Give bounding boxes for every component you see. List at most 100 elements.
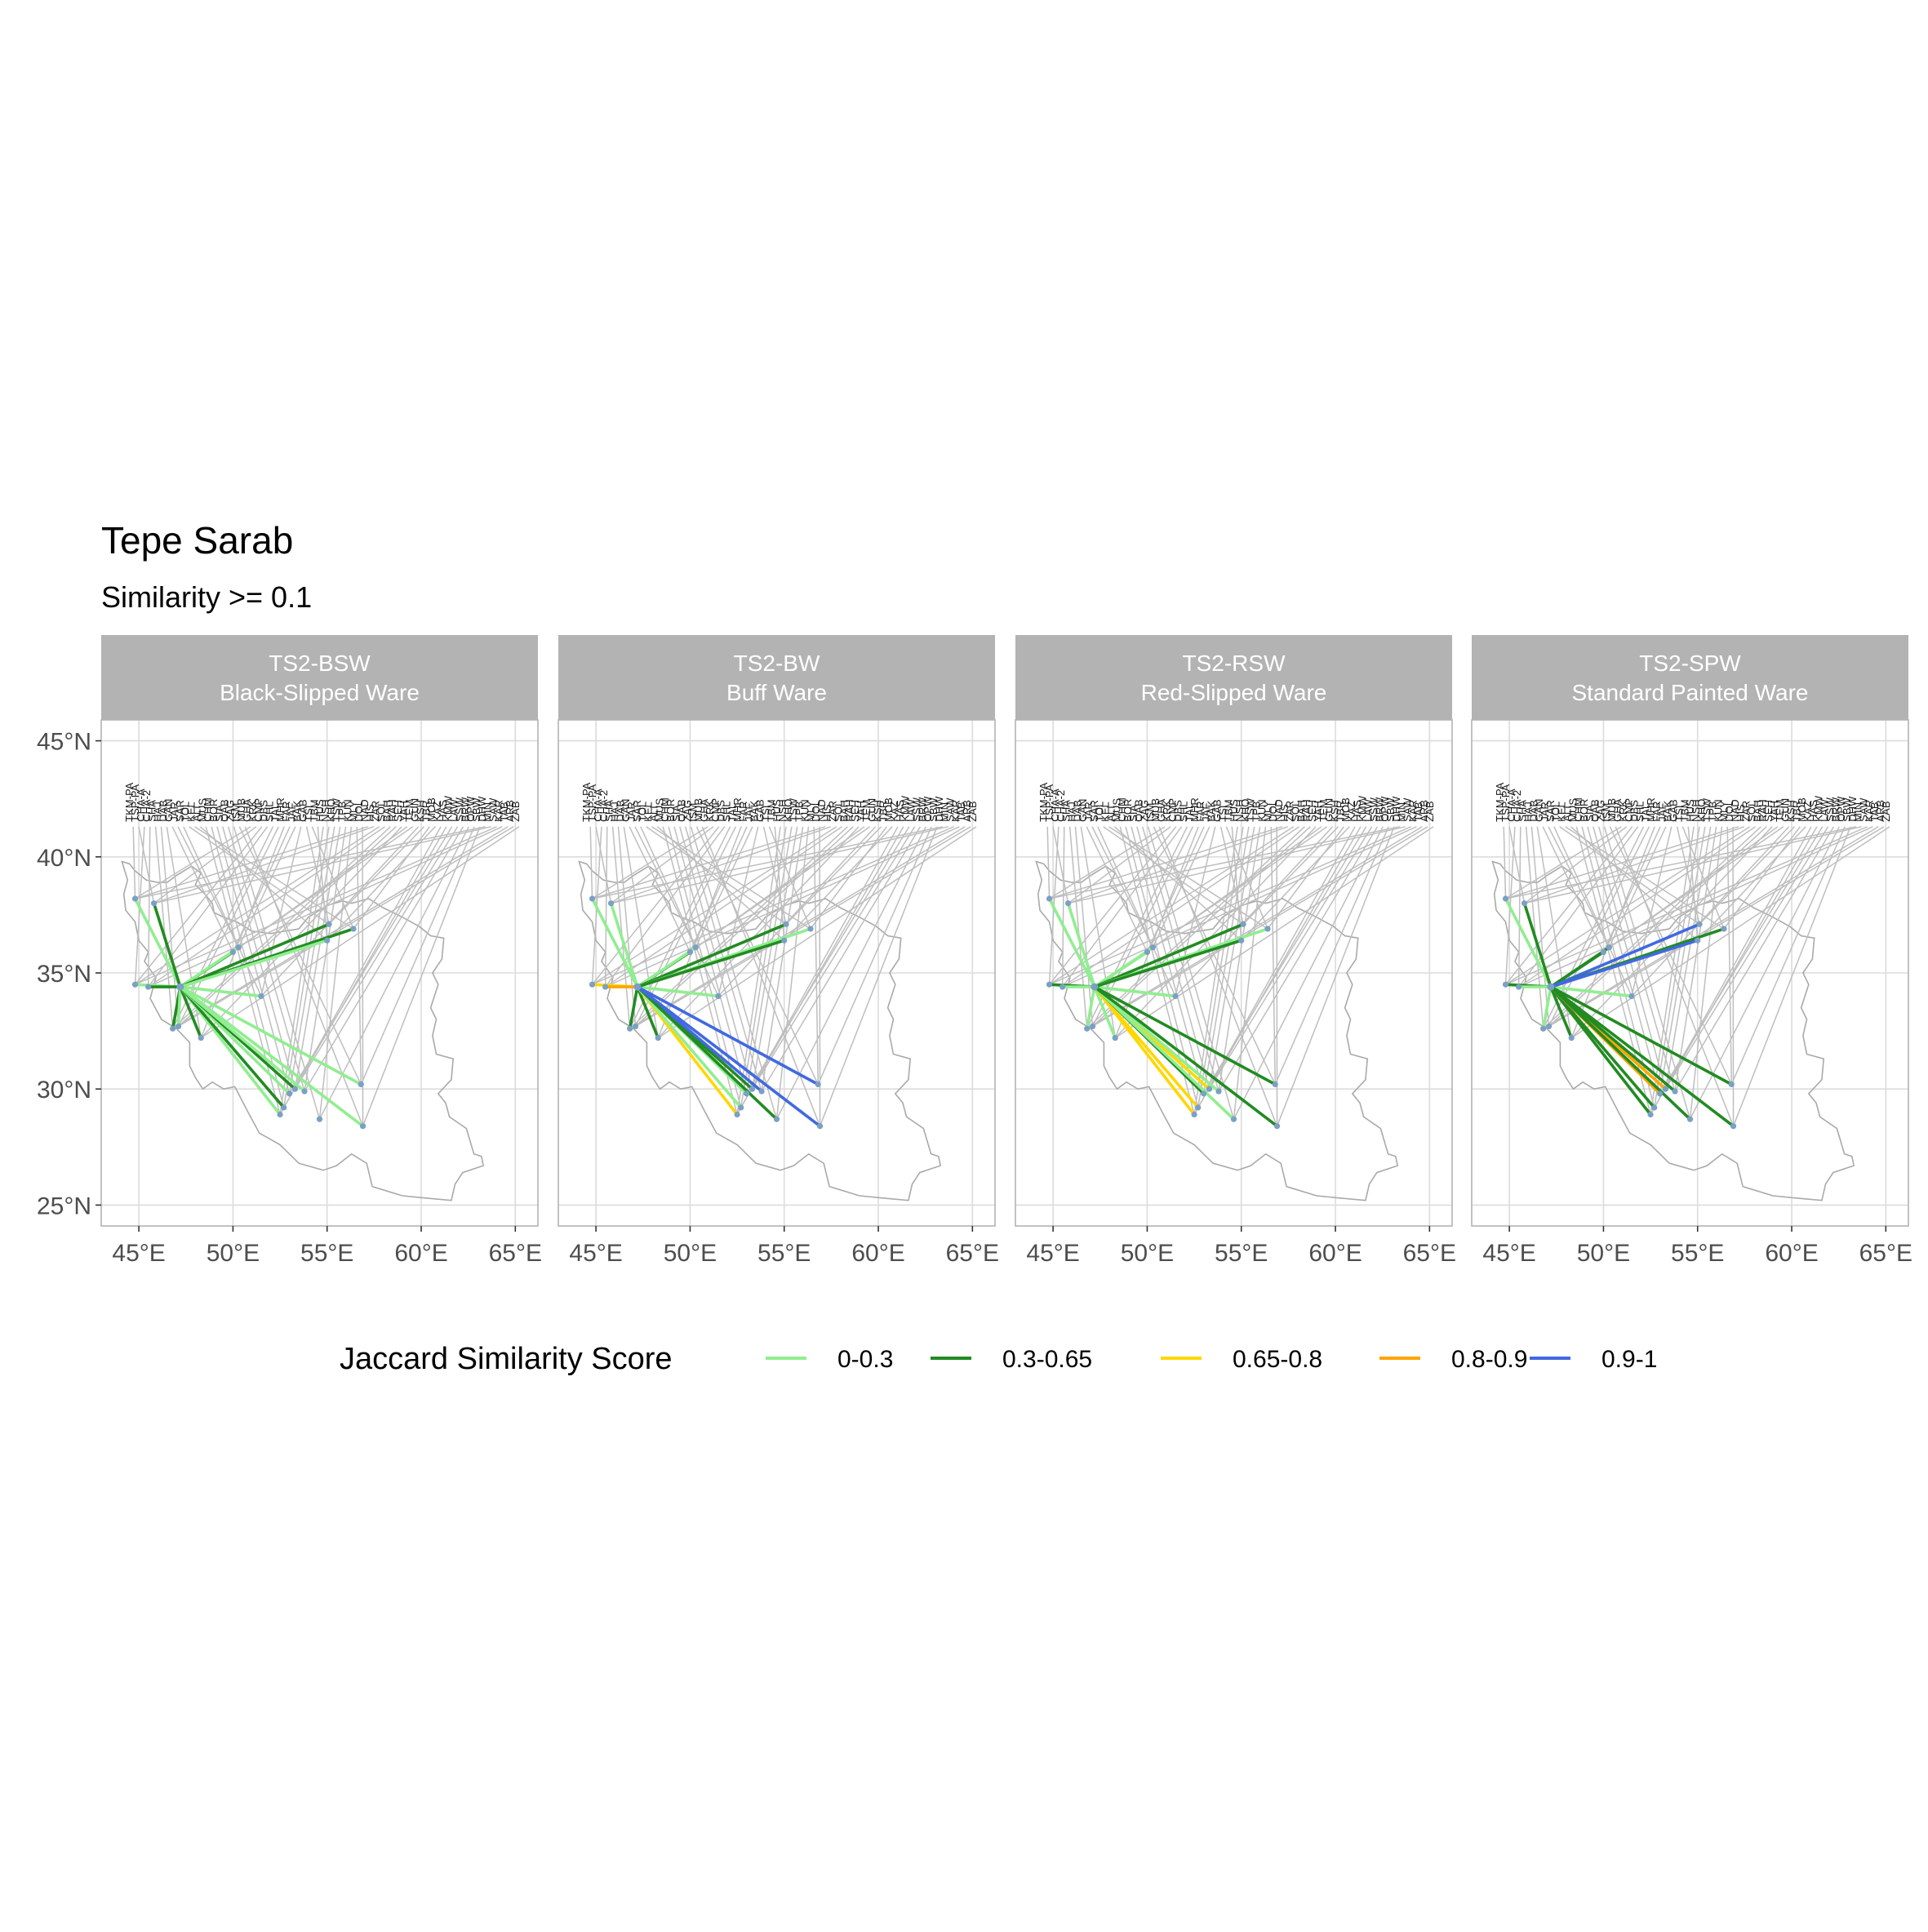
origin-site-point xyxy=(176,984,184,991)
site-point xyxy=(277,1112,282,1117)
legend-item: 0.8-0.9 xyxy=(1379,1346,1527,1373)
site-point xyxy=(1695,938,1700,944)
facet-strip xyxy=(101,635,538,720)
label-leader-line xyxy=(1068,827,1288,904)
site-point xyxy=(1215,1088,1221,1094)
facet-code: TS2-BSW xyxy=(269,651,371,676)
site-point xyxy=(317,1117,322,1122)
plot-title: Tepe Sarab xyxy=(101,519,293,562)
site-point xyxy=(738,1104,744,1110)
site-point xyxy=(1628,993,1634,999)
site-point xyxy=(1647,1112,1653,1117)
site-point xyxy=(1569,1035,1575,1041)
site-point xyxy=(1606,944,1612,950)
site-label: ZAB xyxy=(1424,801,1436,821)
facet-name: Red-Slipped Ware xyxy=(1141,680,1327,705)
site-point xyxy=(1721,926,1726,931)
x-tick-label: 55°E xyxy=(757,1240,811,1267)
similarity-line xyxy=(1551,987,1690,1119)
site-point xyxy=(236,944,242,950)
site-point xyxy=(1046,895,1052,901)
site-point xyxy=(1687,1117,1693,1122)
label-leader-line xyxy=(606,827,607,987)
label-leader-line xyxy=(1092,827,1153,948)
site-point xyxy=(589,982,595,988)
site-point xyxy=(693,944,699,950)
y-tick-label: 30°N xyxy=(37,1077,91,1104)
site-point xyxy=(1191,1112,1197,1117)
site-point xyxy=(687,949,693,955)
site-point xyxy=(287,1090,292,1096)
facet-name: Standard Painted Ware xyxy=(1571,680,1808,705)
x-tick-label: 45°E xyxy=(569,1240,622,1267)
facet-name: Black-Slipped Ware xyxy=(220,680,420,705)
site-point xyxy=(1113,1035,1118,1041)
map-area: TKM-PATSP-PACHA-ACHA-2SHAHAJDABGANJARSAR… xyxy=(1015,720,1452,1226)
y-tick-label: 35°N xyxy=(37,961,91,988)
site-point xyxy=(170,1026,175,1032)
label-leader-line xyxy=(1047,827,1049,899)
legend-item: 0.65-0.8 xyxy=(1161,1346,1322,1373)
label-leader-line xyxy=(1548,827,1609,948)
site-point xyxy=(1172,993,1178,999)
site-point xyxy=(608,900,614,906)
plot-subtitle: Similarity >= 0.1 xyxy=(101,580,312,614)
site-label: ZAB xyxy=(966,801,979,821)
x-tick-label: 55°E xyxy=(1671,1240,1724,1267)
site-point xyxy=(655,1035,661,1041)
facet-code: TS2-SPW xyxy=(1639,651,1741,676)
site-point xyxy=(1730,1123,1736,1129)
site-point xyxy=(1090,1024,1095,1029)
facet-name: Buff Ware xyxy=(726,680,827,705)
site-point xyxy=(1046,982,1052,988)
site-point xyxy=(1195,1104,1201,1110)
label-leader-line xyxy=(611,827,831,904)
site-point xyxy=(1516,984,1522,989)
label-leader-line xyxy=(1063,827,1064,987)
legend-title: Jaccard Similarity Score xyxy=(340,1342,673,1376)
x-tick-label: 50°E xyxy=(664,1240,717,1267)
label-leader-line xyxy=(1050,827,1400,899)
x-tick-label: 45°E xyxy=(1482,1240,1535,1267)
site-point xyxy=(350,926,356,931)
label-leader-line xyxy=(590,827,592,899)
label-leader-line xyxy=(149,827,150,987)
facet-panel: TS2-SPW Standard Painted Ware TKM-PATSP-PA… xyxy=(1472,635,1912,1267)
site-point xyxy=(758,1088,764,1094)
map-area: TKM-PATSP-PACHA-ACHA-2SHAHAJDABGANJARSAR… xyxy=(1472,720,1908,1226)
legend-label: 0.3-0.65 xyxy=(1002,1346,1092,1373)
legend-item: 0-0.3 xyxy=(766,1346,893,1373)
site-point xyxy=(132,982,138,988)
map-area: TKM-PATSP-PACHA-ACHA-2SHAHAJDABGANJARSAR… xyxy=(101,720,538,1226)
facet-strip xyxy=(1472,635,1908,720)
facet-code: TS2-RSW xyxy=(1183,651,1286,676)
site-point xyxy=(749,1086,755,1092)
site-point xyxy=(815,1081,821,1087)
facet-panels: TS2-BSW Black-Slipped Ware TKM-PATSP-PACHA… xyxy=(37,635,1912,1267)
site-point xyxy=(781,938,787,944)
legend-label: 0.8-0.9 xyxy=(1451,1346,1527,1373)
site-point xyxy=(1273,1081,1278,1087)
site-point xyxy=(1060,984,1065,989)
label-leader-line xyxy=(1525,827,1744,904)
site-point xyxy=(324,938,330,944)
x-tick-label: 45°E xyxy=(112,1240,165,1267)
site-point xyxy=(1274,1123,1280,1129)
site-point xyxy=(1084,1026,1090,1032)
x-tick-label: 60°E xyxy=(394,1240,447,1267)
site-point xyxy=(589,895,595,901)
x-tick-label: 65°E xyxy=(489,1240,542,1267)
site-point xyxy=(301,1088,307,1094)
x-tick-label: 50°E xyxy=(207,1240,260,1267)
site-point xyxy=(1264,926,1270,931)
site-point xyxy=(1657,1090,1663,1096)
site-point xyxy=(292,1086,298,1092)
legend-item: 0.9-1 xyxy=(1530,1346,1657,1373)
site-point xyxy=(1144,949,1150,955)
label-leader-line xyxy=(1506,827,1856,899)
site-point xyxy=(817,1123,823,1129)
label-leader-line xyxy=(762,827,802,1091)
